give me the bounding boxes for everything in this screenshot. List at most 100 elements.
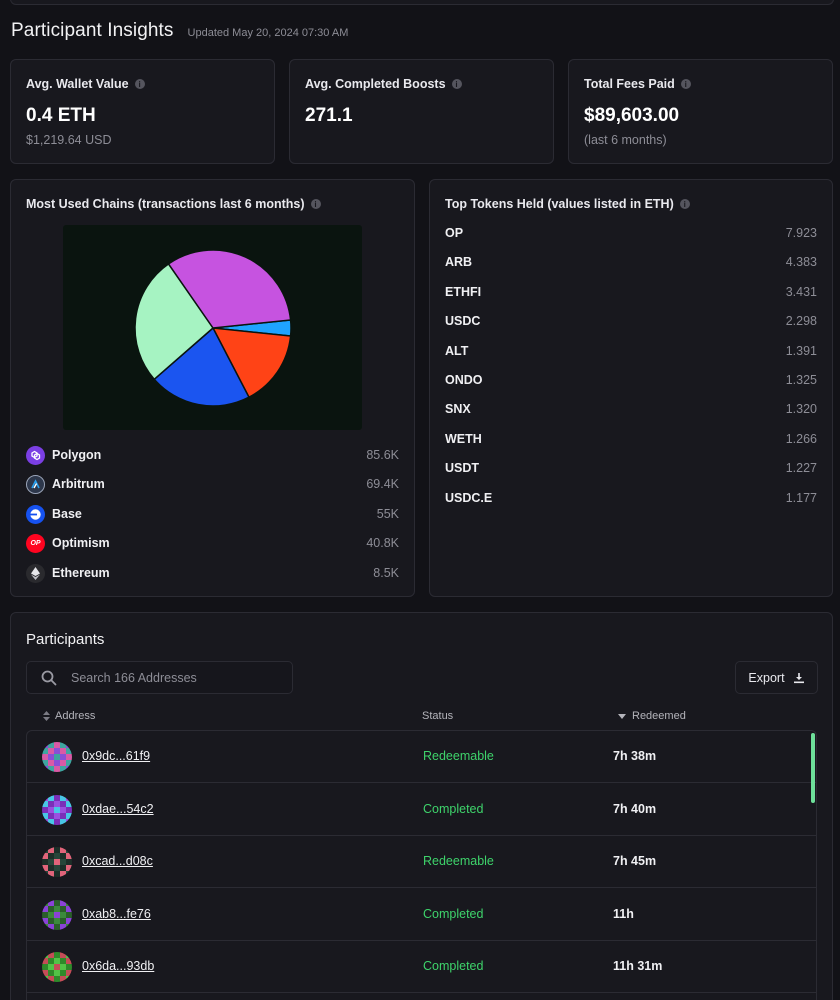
token-name: OP: [445, 226, 464, 240]
token-value: 7.923: [785, 226, 817, 240]
column-header-address[interactable]: Address: [43, 710, 95, 722]
chain-value: 69.4K: [366, 477, 399, 491]
pie-slice-base[interactable]: [153, 326, 250, 407]
address-link[interactable]: 0xab8...fe76: [82, 906, 151, 921]
search-input[interactable]: [71, 670, 271, 685]
token-row: USDC 2.298: [445, 312, 817, 330]
column-header-status[interactable]: Status: [422, 710, 453, 722]
column-header-label: Redeemed: [632, 710, 686, 722]
token-row: ALT 1.391: [445, 342, 817, 360]
table-row[interactable]: 0xab8...fe76 Completed 11h: [27, 889, 816, 941]
table-row[interactable]: 0x6da...93db Completed 11h 31m: [27, 941, 816, 993]
chain-name: Base: [52, 507, 82, 521]
chain-value: 55K: [376, 507, 399, 521]
avatar: [42, 952, 72, 982]
ethereum-icon: [26, 563, 45, 583]
sort-icon: [43, 711, 50, 721]
info-icon[interactable]: i: [310, 199, 321, 209]
redeemed-time: 7h 40m: [613, 801, 657, 816]
info-icon[interactable]: i: [451, 79, 462, 89]
token-row: ONDO 1.325: [445, 371, 817, 389]
stat-label: Avg. Completed Boosts: [305, 77, 446, 91]
address-link[interactable]: 0xdae...54c2: [82, 801, 154, 816]
page-title: Participant Insights: [11, 20, 174, 41]
chains-title: Most Used Chains (transactions last 6 mo…: [26, 197, 305, 211]
table-row[interactable]: 0x9dc...61f9 Redeemable 7h 38m: [27, 731, 816, 783]
export-label: Export: [748, 670, 785, 685]
column-header-label: Address: [55, 710, 96, 722]
stat-subtext: (last 6 months): [584, 133, 667, 147]
token-name: ALT: [445, 343, 469, 358]
base-icon: [26, 504, 45, 524]
token-name: ONDO: [445, 373, 483, 387]
column-header-redeemed[interactable]: Redeemed: [618, 710, 686, 722]
table-row[interactable]: 0xdae...54c2 Completed 7h 40m: [27, 784, 816, 836]
redeemed-time: 11h: [613, 906, 634, 921]
token-name: USDC: [445, 314, 481, 329]
optimism-icon: OP: [26, 533, 45, 553]
address-link[interactable]: 0x6da...93db: [82, 959, 155, 973]
address-link[interactable]: 0xcad...d08c: [82, 854, 153, 868]
token-value: 1.266: [785, 431, 817, 446]
info-icon[interactable]: i: [134, 79, 145, 89]
avatar: [42, 899, 72, 930]
chain-row-ethereum: Ethereum 8.5K: [26, 563, 399, 583]
token-name: WETH: [445, 431, 482, 446]
column-header-label: Status: [422, 710, 454, 722]
chain-row-base: Base 55K: [26, 504, 399, 524]
token-value: 1.391: [785, 343, 817, 358]
chain-row-optimism: OP Optimism 40.8K: [26, 533, 399, 553]
polygon-icon: [26, 445, 45, 465]
token-row: ETHFI 3.431: [445, 283, 817, 301]
search-box[interactable]: [26, 661, 293, 694]
avatar: [42, 794, 72, 825]
token-row: USDC.E 1.177: [445, 489, 817, 507]
stat-card-wallet-value: Avg. Wallet Value i 0.4 ETH $1,219.64 USD: [10, 59, 275, 164]
token-name: USDC.E: [445, 490, 493, 505]
redeemed-time: 7h 38m: [613, 749, 657, 763]
scrollbar-thumb[interactable]: [811, 733, 815, 803]
info-icon[interactable]: i: [679, 199, 690, 209]
stat-label: Total Fees Paid: [584, 77, 675, 91]
chain-value: 85.6K: [366, 448, 399, 462]
stat-value: 271.1: [305, 105, 353, 126]
chain-value: 8.5K: [373, 566, 399, 580]
chain-name: Polygon: [52, 448, 102, 462]
updated-timestamp: Updated May 20, 2024 07:30 AM: [187, 27, 349, 39]
token-name: USDT: [445, 461, 480, 476]
sort-desc-icon: [618, 713, 626, 719]
pie-slice-arbitrum[interactable]: [134, 262, 214, 381]
table-row[interactable]: 0xcad...d08c Redeemable 7h 45m: [27, 836, 816, 888]
token-name: ETHFI: [445, 284, 482, 299]
pie-slice-optimism[interactable]: [211, 327, 292, 399]
address-link[interactable]: 0x9dc...61f9: [82, 749, 151, 763]
participants-title: Participants: [26, 631, 105, 648]
token-row: OP 7.923: [445, 224, 817, 242]
stat-value: $89,603.00: [584, 105, 680, 126]
status-text: Completed: [423, 801, 484, 816]
token-value: 3.431: [785, 284, 817, 299]
participants-panel: Participants Export Address Status Redee…: [10, 612, 833, 1000]
token-value: 1.325: [785, 373, 817, 387]
chain-name: Ethereum: [52, 566, 110, 580]
pie-slice-polygon[interactable]: [167, 249, 292, 329]
chain-name: Arbitrum: [52, 477, 105, 491]
info-icon[interactable]: i: [680, 79, 691, 89]
status-text: Completed: [423, 906, 484, 921]
participants-table: 0x9dc...61f9 Redeemable 7h 38m 0xdae...54c2…: [26, 730, 817, 1000]
stat-card-completed-boosts: Avg. Completed Boosts i 271.1: [289, 59, 554, 164]
tokens-title: Top Tokens Held (values listed in ETH): [445, 197, 674, 211]
download-icon: [793, 672, 804, 683]
token-value: 1.227: [785, 461, 817, 476]
avatar: [42, 847, 72, 877]
chain-value: 40.8K: [366, 536, 399, 550]
token-value: 2.298: [785, 314, 817, 329]
top-panel-edge: [10, 0, 834, 5]
export-button[interactable]: Export: [735, 661, 818, 694]
status-text: Redeemable: [423, 854, 494, 868]
token-row: SNX 1.320: [445, 400, 817, 418]
chain-row-polygon: Polygon 85.6K: [26, 445, 399, 465]
pie-chart-area: [63, 225, 362, 430]
token-value: 1.177: [785, 490, 817, 505]
chain-row-arbitrum: Arbitrum 69.4K: [26, 474, 399, 494]
